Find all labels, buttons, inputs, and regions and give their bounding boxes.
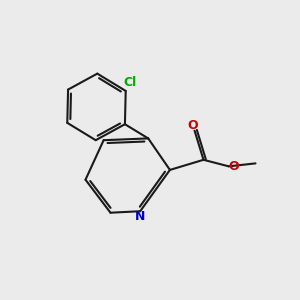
Text: Cl: Cl <box>124 76 137 89</box>
Text: O: O <box>229 160 239 173</box>
Text: O: O <box>188 119 198 132</box>
Text: N: N <box>135 210 146 223</box>
